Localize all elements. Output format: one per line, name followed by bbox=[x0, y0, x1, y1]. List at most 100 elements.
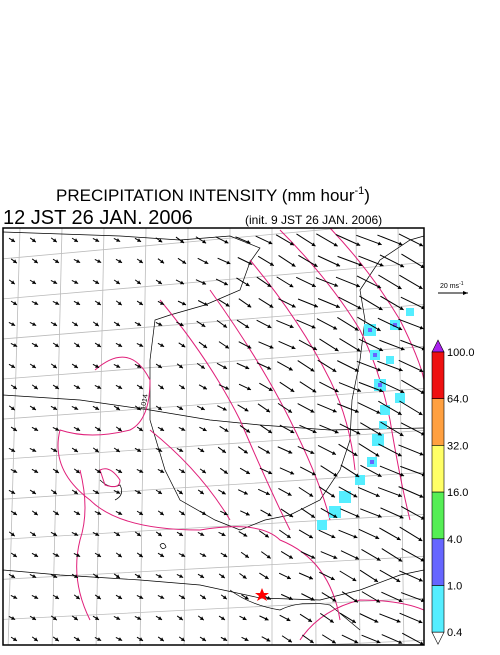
wind-arrow-head bbox=[73, 574, 78, 578]
wind-arrow-head bbox=[419, 641, 424, 645]
wind-arrow-head bbox=[310, 409, 315, 413]
wind-arrow-head bbox=[223, 281, 228, 286]
wind-arrow-head bbox=[96, 469, 101, 474]
wind-arrow-head bbox=[353, 452, 358, 456]
wind-arrow-head bbox=[54, 385, 59, 389]
wind-arrow bbox=[317, 298, 341, 308]
wind-arrow-head bbox=[76, 301, 81, 305]
wind-arrow-head bbox=[224, 344, 230, 349]
wind-arrow-head bbox=[419, 494, 424, 498]
wind-arrow bbox=[319, 338, 339, 352]
wind-arrow-head bbox=[290, 388, 295, 392]
wind-arrow-head bbox=[398, 367, 403, 372]
wind-arrow-head bbox=[267, 429, 272, 434]
wind-arrow-head bbox=[180, 637, 185, 642]
wind-arrow-head bbox=[333, 242, 338, 247]
wind-arrow-head bbox=[332, 408, 337, 413]
wind-arrow-head bbox=[137, 364, 142, 368]
wind-arrow-head bbox=[352, 577, 357, 581]
wind-arrow-head bbox=[160, 259, 165, 264]
wind-arrow-head bbox=[94, 616, 99, 620]
map: 1014 bbox=[3, 228, 424, 645]
wind-arrow-head bbox=[139, 595, 144, 599]
wind-arrow-head bbox=[313, 263, 318, 267]
wind-arrow-head bbox=[136, 406, 141, 411]
wind-arrow-head bbox=[95, 280, 100, 284]
wind-arrow-head bbox=[248, 261, 253, 265]
wind-arrow-head bbox=[157, 280, 162, 284]
wind-arrow bbox=[399, 274, 423, 290]
wind-arrow-head bbox=[267, 283, 272, 287]
wind-arrow-head bbox=[53, 532, 58, 536]
wind-arrow-head bbox=[31, 490, 36, 494]
wind-arrow bbox=[296, 233, 316, 247]
wind-arrow-head bbox=[52, 364, 57, 369]
precip-cell bbox=[372, 434, 384, 446]
wind-arrow-head bbox=[31, 532, 36, 537]
wind-arrow-head bbox=[94, 448, 99, 453]
wind-arrow-head bbox=[308, 534, 313, 539]
wind-arrow-head bbox=[420, 390, 424, 394]
wind-arrow bbox=[377, 360, 403, 372]
wind-arrow-head bbox=[11, 322, 16, 326]
wind-arrow-head bbox=[199, 616, 204, 621]
wind-arrow-head bbox=[55, 427, 60, 431]
wind-arrow bbox=[358, 381, 384, 393]
wind-arrow bbox=[401, 548, 424, 562]
precip-core bbox=[393, 323, 397, 327]
wind-arrow-head bbox=[244, 554, 249, 558]
wind-arrow bbox=[379, 613, 401, 623]
wind-arrow-head bbox=[159, 637, 164, 642]
wind-arrow bbox=[335, 276, 361, 288]
wind-arrow-head bbox=[137, 490, 142, 494]
precip-core bbox=[373, 353, 377, 357]
wind-arrow bbox=[361, 591, 381, 603]
precip-cell bbox=[355, 475, 365, 485]
wind-arrow bbox=[358, 528, 380, 540]
wind-arrow-head bbox=[160, 427, 165, 431]
wind-arrow-head bbox=[74, 280, 79, 284]
wind-arrow bbox=[337, 360, 359, 372]
wind-arrow-head bbox=[53, 448, 58, 452]
wind-arrow-head bbox=[266, 596, 271, 600]
wind-arrow bbox=[315, 277, 339, 287]
wind-arrow-head bbox=[179, 322, 184, 327]
wind-arrow-head bbox=[265, 449, 270, 454]
precip-cell bbox=[386, 356, 394, 364]
wind-arrow-head bbox=[268, 470, 273, 475]
wind-arrow-head bbox=[200, 365, 205, 369]
wind-arrow bbox=[399, 526, 423, 542]
wind-arrow bbox=[400, 339, 424, 350]
wind-arrow-head bbox=[10, 406, 15, 411]
wind-arrow-head bbox=[354, 639, 359, 644]
wind-arrow bbox=[377, 487, 403, 497]
wind-arrow-head bbox=[117, 553, 122, 558]
wind-arrow-head bbox=[54, 259, 59, 263]
wind-arrow bbox=[378, 400, 402, 416]
wind-arrow-head bbox=[311, 555, 316, 559]
wind-arrow-head bbox=[398, 598, 403, 603]
wind-arrow-head bbox=[223, 511, 228, 516]
wind-arrow-head bbox=[202, 553, 207, 557]
wind-arrow bbox=[340, 464, 360, 478]
wind-arrow-head bbox=[53, 406, 58, 410]
wind-arrow-head bbox=[243, 532, 248, 537]
wind-arrow-head bbox=[95, 490, 100, 494]
wind-arrow-head bbox=[396, 618, 401, 623]
wind-arrow-head bbox=[34, 301, 39, 305]
wind-arrow-head bbox=[116, 364, 121, 368]
wind-arrow-head bbox=[334, 283, 339, 287]
wind-scale: 20 ms-1 bbox=[438, 281, 468, 295]
wind-arrow-head bbox=[290, 470, 295, 475]
colorbar: 100.0 64.0 32.0 16.0 4.0 1.0 0.4 bbox=[431, 339, 475, 645]
wind-arrow-head bbox=[377, 514, 382, 518]
wind-arrow-head bbox=[53, 280, 58, 284]
wind-arrow-head bbox=[118, 511, 123, 515]
wind-arrow-head bbox=[309, 493, 314, 497]
wind-arrow-head bbox=[223, 553, 228, 557]
wind-arrow-head bbox=[420, 516, 424, 520]
wind-arrow-head bbox=[159, 385, 164, 390]
wind-arrow-head bbox=[291, 262, 296, 267]
wind-arrow-head bbox=[242, 574, 247, 579]
wind-arrow-head bbox=[266, 554, 271, 559]
